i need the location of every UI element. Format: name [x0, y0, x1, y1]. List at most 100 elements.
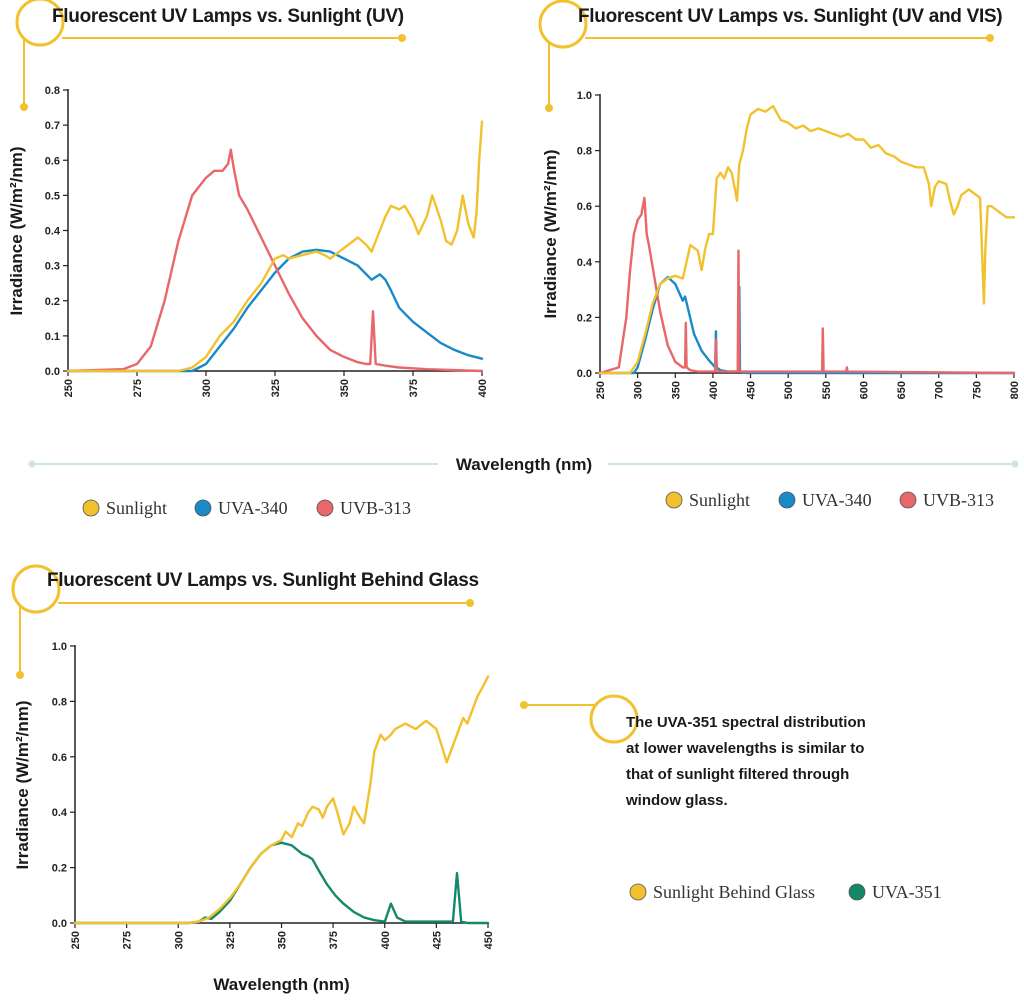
- chart1-header-circle: [15, 0, 65, 47]
- chart1-xtick-label: 350: [339, 379, 351, 397]
- chart3-legend-label-uva-351: UVA-351: [872, 882, 942, 902]
- chart3-ylabel: Irradiance (W/m²/nm): [13, 700, 32, 869]
- note-line-4: window glass.: [625, 792, 728, 809]
- chart3-ytick-label: 0.6: [52, 752, 67, 764]
- chart1-ytick-label: 0.6: [45, 155, 60, 167]
- chart1-header-dot: [398, 34, 406, 42]
- chart3-xtick-label: 350: [277, 931, 289, 949]
- plots-layer: 0.0 0.1 0.2 0.3 0.4 0.5 0.6 0.7 0.8 250 275 300 325 3…: [7, 85, 1021, 994]
- chart3-ytick-label: 0.2: [52, 863, 67, 875]
- chart3-header: Fluorescent UV Lamps vs. Sunlight Behind…: [11, 564, 479, 679]
- chart1-header-stem-dot: [20, 103, 28, 111]
- chart2: 0.0 0.2 0.4 0.6 0.8 1.0 250 300 350 400 450 500 550 6…: [541, 90, 1021, 510]
- chart3-ytick-label: 1.0: [52, 641, 67, 653]
- chart2-legend-marker-uvb-313: [899, 491, 917, 509]
- chart1-ytick-label: 0.5: [45, 190, 60, 202]
- note-circle: [589, 694, 639, 744]
- chart1-ytick-label: 0.1: [45, 331, 60, 343]
- wavelength-line-right-dot: [1011, 460, 1019, 468]
- chart1-xtick-label: 275: [132, 379, 144, 397]
- chart3-xtick-label: 450: [483, 931, 495, 949]
- chart2-ylabel: Irradiance (W/m²/nm): [541, 149, 560, 318]
- chart2-header-circle: [538, 0, 588, 49]
- chart2-title: Fluorescent UV Lamps vs. Sunlight (UV an…: [578, 6, 1002, 27]
- chart1-series-sunlight: [66, 120, 484, 373]
- chart2-xtick-label: 450: [746, 381, 758, 399]
- chart2-series-uvb-313: [598, 196, 1016, 375]
- chart2-ytick-label: 0.4: [577, 257, 593, 269]
- note-line-1: The UVA-351 spectral distribution: [626, 714, 866, 731]
- chart1-series-uvb-313: [66, 148, 484, 373]
- chart3-header-dot: [466, 599, 474, 607]
- chart1-ytick-label: 0.7: [45, 120, 60, 132]
- chart2-legend-label-uvb-313: UVB-313: [923, 490, 994, 510]
- chart2-xtick-label: 600: [858, 381, 870, 399]
- chart3-legend-marker-sunlight-behind-glass: [629, 883, 647, 901]
- chart3-series-sunlight-behind-glass: [73, 675, 490, 925]
- chart3-legend-label-sunlight-behind-glass: Sunlight Behind Glass: [653, 882, 815, 902]
- chart2-xtick-label: 350: [670, 381, 682, 399]
- chart1-ytick-label: 0.3: [45, 261, 60, 273]
- chart2-xtick-label: 800: [1009, 381, 1021, 399]
- chart3-legend-marker-uva-351: [848, 883, 866, 901]
- shared-wavelength-axis: Wavelength (nm): [28, 455, 1019, 474]
- chart2-xtick-label: 550: [821, 381, 833, 399]
- chart2-xtick-label: 300: [633, 381, 645, 399]
- chart2-legend-label-sunlight: Sunlight: [689, 490, 750, 510]
- chart1-series-uva-340: [66, 248, 484, 373]
- chart2-ytick-label: 0.8: [577, 146, 592, 158]
- shared-xlabel: Wavelength (nm): [456, 455, 592, 474]
- chart2-header-stem-dot: [545, 104, 553, 112]
- chart3-xtick-label: 425: [431, 931, 443, 949]
- chart1-xtick-label: 250: [63, 379, 75, 397]
- chart1-xtick-label: 325: [270, 379, 282, 397]
- chart1-ytick-label: 0.4: [45, 226, 61, 238]
- chart3-xtick-label: 275: [122, 931, 134, 949]
- chart1-legend-label-uva-340: UVA-340: [218, 498, 288, 518]
- chart1: 0.0 0.1 0.2 0.3 0.4 0.5 0.6 0.7 0.8 250 275 300 325 3…: [7, 85, 489, 518]
- chart2-xtick-label: 650: [896, 381, 908, 399]
- chart2-header-dot: [986, 34, 994, 42]
- chart2-legend-label-uva-340: UVA-340: [802, 490, 872, 510]
- chart2-legend-marker-sunlight: [665, 491, 683, 509]
- chart1-xtick-label: 400: [477, 379, 489, 397]
- chart2-ytick-label: 0.0: [577, 368, 592, 380]
- chart3-header-stem-dot: [16, 671, 24, 679]
- chart3-series-uva-351: [73, 841, 490, 925]
- chart3-ytick-label: 0.8: [52, 696, 67, 708]
- chart1-legend-marker-uvb-313: [316, 499, 334, 517]
- chart1-ytick-label: 0.8: [45, 85, 60, 97]
- chart2-ytick-label: 1.0: [577, 90, 592, 102]
- chart1-legend-marker-sunlight: [82, 499, 100, 517]
- chart1-legend-marker-uva-340: [194, 499, 212, 517]
- chart1-ylabel: Irradiance (W/m²/nm): [7, 146, 26, 315]
- chart3-xtick-label: 325: [225, 931, 237, 949]
- chart3-ytick-label: 0.0: [52, 918, 67, 930]
- chart2-ytick-label: 0.2: [577, 312, 592, 324]
- chart1-ytick-label: 0.0: [45, 366, 60, 378]
- chart2-xtick-label: 400: [708, 381, 720, 399]
- chart2-xtick-label: 700: [934, 381, 946, 399]
- chart1-title: Fluorescent UV Lamps vs. Sunlight (UV): [52, 6, 404, 27]
- chart2-xtick-label: 750: [971, 381, 983, 399]
- chart3-ytick-label: 0.4: [52, 807, 68, 819]
- chart2-ytick-label: 0.6: [577, 201, 592, 213]
- chart3-xtick-label: 400: [380, 931, 392, 949]
- chart3-xtick-label: 250: [70, 931, 82, 949]
- chart2-series-sunlight: [598, 104, 1016, 375]
- chart1-legend-label-uvb-313: UVB-313: [340, 498, 411, 518]
- chart3-xtick-label: 375: [328, 931, 340, 949]
- chart3-xtick-label: 300: [173, 931, 185, 949]
- chart1-xtick-label: 375: [408, 379, 420, 397]
- chart3-xlabel: Wavelength (nm): [213, 975, 349, 994]
- chart2-xtick-label: 500: [783, 381, 795, 399]
- glass-note: The UVA-351 spectral distribution at low…: [520, 694, 866, 809]
- note-line-2: at lower wavelengths is similar to: [626, 740, 864, 757]
- chart1-legend-label-sunlight: Sunlight: [106, 498, 167, 518]
- wavelength-line-left-dot: [28, 460, 36, 468]
- chart3: 0.0 0.2 0.4 0.6 0.8 1.0 250 275 300 325 350 375 400 4…: [13, 641, 942, 994]
- chart3-title: Fluorescent UV Lamps vs. Sunlight Behind…: [47, 570, 479, 591]
- chart2-header: Fluorescent UV Lamps vs. Sunlight (UV an…: [538, 0, 1003, 112]
- chart1-header: Fluorescent UV Lamps vs. Sunlight (UV): [15, 0, 406, 111]
